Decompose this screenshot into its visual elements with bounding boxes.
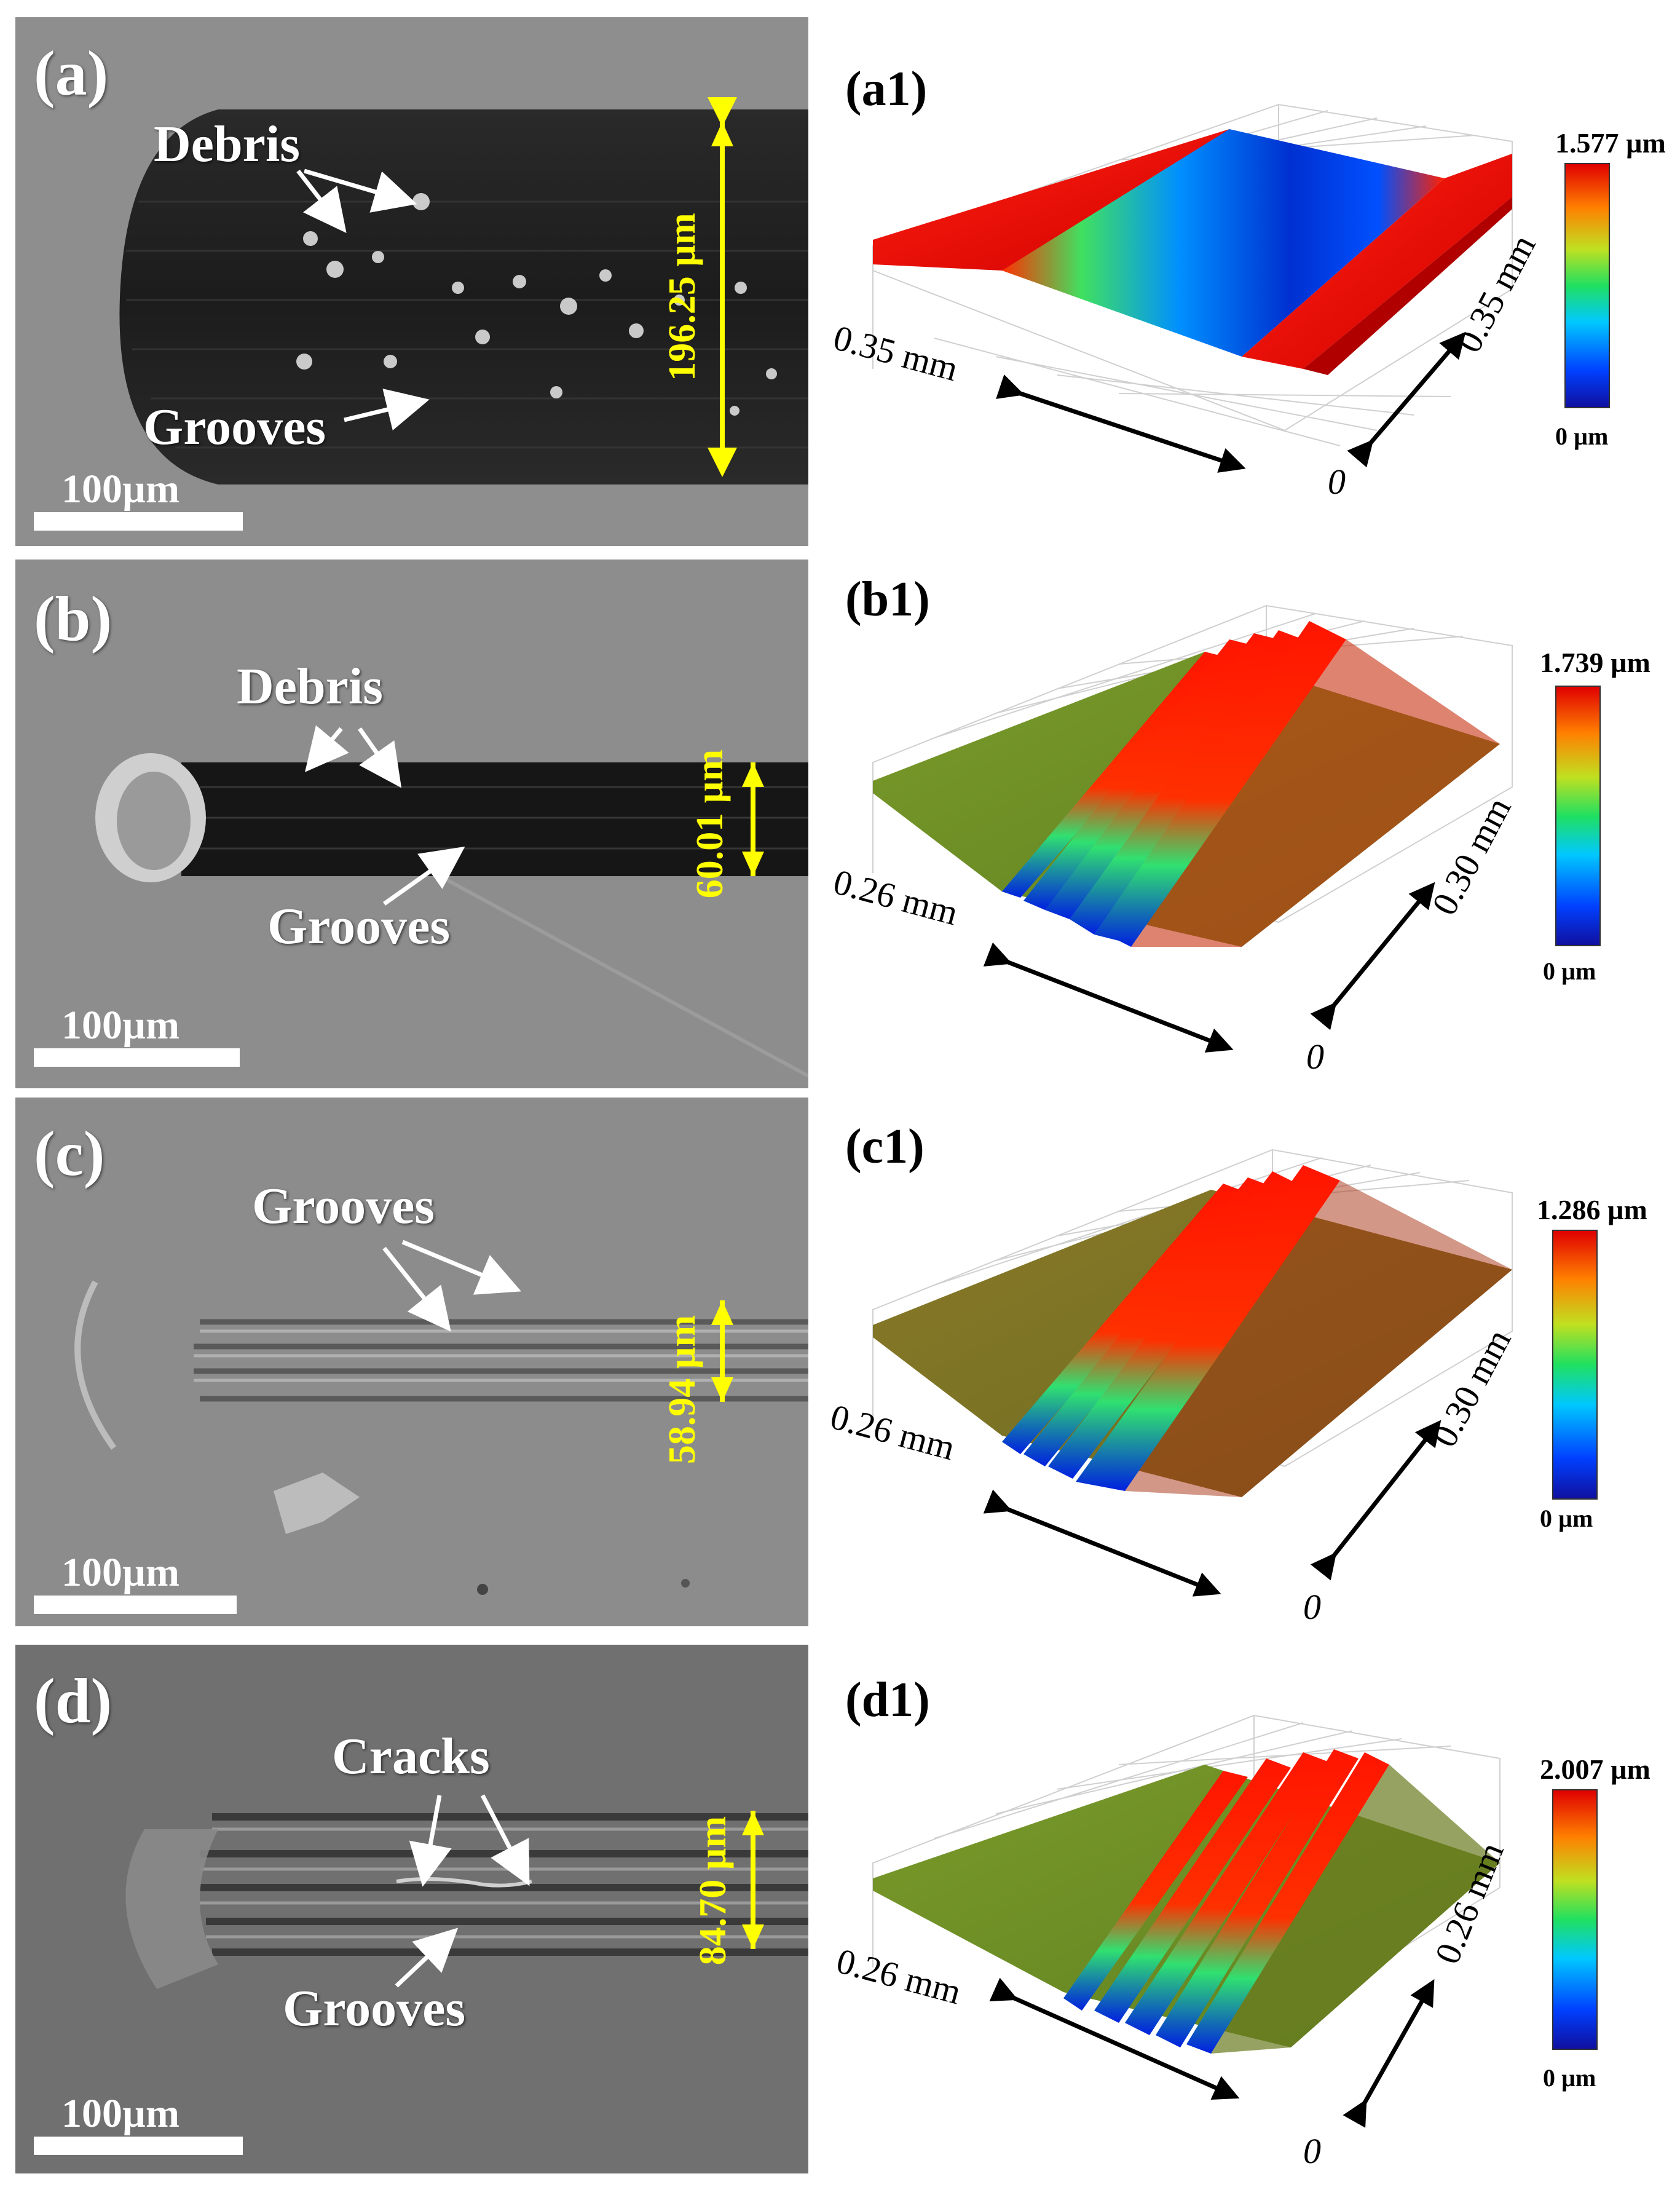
scale-bar-d bbox=[34, 2137, 243, 2155]
colorbar-c1 bbox=[1552, 1230, 1598, 1500]
sem-texture-a bbox=[15, 17, 808, 546]
profile-3d-a1 bbox=[872, 103, 1513, 446]
panel-label-a: (a) bbox=[34, 38, 109, 109]
annotation-arrows-d bbox=[395, 1794, 764, 1988]
colorbar-a1 bbox=[1564, 163, 1610, 408]
scale-bar-b bbox=[34, 1048, 240, 1067]
sem-image-c: (c) Grooves 58.94 µm 100µm bbox=[15, 1098, 808, 1626]
annotation-debris-a: Debris bbox=[154, 116, 300, 173]
scale-label-d: 100µm bbox=[61, 2091, 180, 2136]
colorbar-b1 bbox=[1555, 686, 1601, 946]
panel-label-d: (d) bbox=[34, 1666, 112, 1736]
profile-arrows-c1 bbox=[983, 1420, 1441, 1597]
annotation-debris-b: Debris bbox=[237, 658, 383, 715]
profile-3d-b1 bbox=[872, 604, 1513, 947]
profile-origin-b1: 0 bbox=[1306, 1037, 1324, 1077]
scale-bar-a bbox=[34, 512, 243, 531]
colorbar-max-d1: 2.007 µm bbox=[1540, 1754, 1650, 1785]
sem-image-d: (d) Cracks Grooves 84.70 µm 100µm bbox=[15, 1645, 808, 2173]
annotation-arrows-c bbox=[382, 1240, 733, 1402]
profile-arrows-a1 bbox=[996, 331, 1466, 473]
sem-texture-d bbox=[15, 1645, 808, 2173]
annotation-grooves-a: Grooves bbox=[143, 398, 326, 456]
sem-texture-b bbox=[15, 560, 808, 1088]
scale-label-a: 100µm bbox=[61, 467, 180, 512]
colorbar-d1 bbox=[1552, 1789, 1598, 2050]
panel-label-b: (b) bbox=[34, 583, 112, 654]
profile-arrows-b1 bbox=[983, 882, 1435, 1053]
profile-arrows-d1 bbox=[989, 1977, 1435, 2128]
ridges-c1 bbox=[1002, 1165, 1340, 1491]
colorbar-min-a1: 0 µm bbox=[1555, 422, 1609, 450]
colorbar-min-b1: 0 µm bbox=[1543, 957, 1596, 985]
sem-image-b: (b) Debris Grooves 60.01 µm 100µm bbox=[15, 560, 808, 1088]
sem-texture-c bbox=[15, 1098, 808, 1626]
colorbar-max-c1: 1.286 µm bbox=[1537, 1194, 1647, 1225]
track-width-label-b: 60.01 µm bbox=[689, 749, 731, 899]
colorbar-max-a1: 1.577 µm bbox=[1555, 127, 1666, 159]
colorbar-min-d1: 0 µm bbox=[1543, 2064, 1596, 2092]
profile-label-d1: (d1) bbox=[845, 1673, 930, 1727]
annotation-grooves-c: Grooves bbox=[252, 1177, 435, 1235]
profile-origin-a1: 0 bbox=[1328, 462, 1346, 502]
track-width-label-a: 196.25 µm bbox=[661, 213, 703, 381]
ridges-b1 bbox=[1002, 621, 1346, 947]
colorbar-min-c1: 0 µm bbox=[1540, 1505, 1593, 1532]
profile-origin-d1: 0 bbox=[1303, 2131, 1321, 2171]
track-width-label-d: 84.70 µm bbox=[692, 1816, 734, 1966]
profile-label-c1: (c1) bbox=[845, 1120, 925, 1174]
profile-label-a1: (a1) bbox=[845, 62, 928, 116]
colorbar-max-b1: 1.739 µm bbox=[1540, 647, 1650, 678]
scale-label-c: 100µm bbox=[61, 1550, 180, 1595]
annotation-arrows-a bbox=[296, 97, 737, 477]
track-width-label-c: 58.94 µm bbox=[661, 1315, 703, 1465]
profile-3d-c1 bbox=[872, 1149, 1513, 1497]
scale-bar-c bbox=[34, 1596, 237, 1614]
scale-label-b: 100µm bbox=[61, 1003, 180, 1048]
annotation-arrows-b bbox=[305, 725, 764, 906]
annotation-cracks-d: Cracks bbox=[332, 1728, 490, 1785]
annotation-grooves-b: Grooves bbox=[267, 898, 451, 955]
sem-image-a: (a) Debris Grooves 196.25 µm 100µm bbox=[15, 17, 808, 546]
profile-label-b1: (b1) bbox=[845, 572, 930, 627]
annotation-grooves-d: Grooves bbox=[283, 1980, 466, 2037]
profile-origin-c1: 0 bbox=[1303, 1587, 1321, 1627]
panel-label-c: (c) bbox=[34, 1118, 105, 1189]
